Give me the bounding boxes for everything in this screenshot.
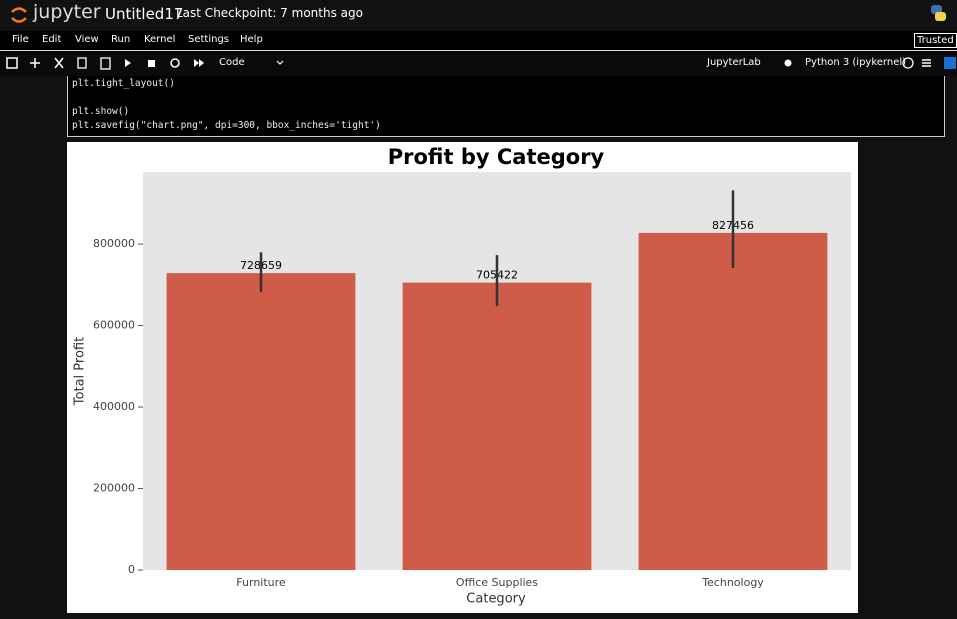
- bar: [402, 282, 592, 570]
- logo-text[interactable]: jupyter: [33, 1, 101, 23]
- toolbar-right-icons: [784, 57, 956, 69]
- y-tick-label: 800000: [93, 237, 135, 250]
- x-tick-label: Furniture: [236, 576, 286, 589]
- menu-item[interactable]: View: [75, 34, 99, 45]
- y-tick-label: 400000: [93, 400, 135, 413]
- python-logo: [931, 5, 946, 21]
- cell-type[interactable]: Code: [219, 57, 245, 68]
- top-bar: jupyter Untitled17 Last Checkpoint: 7 mo…: [0, 0, 957, 30]
- toolbar: Code JupyterLab Python 3 (ipykernel): [0, 51, 957, 76]
- menu-item[interactable]: Settings: [188, 34, 230, 45]
- menu-item[interactable]: Edit: [42, 34, 62, 45]
- notebook-name[interactable]: Untitled17: [105, 5, 184, 23]
- bar: [166, 273, 356, 570]
- y-tick-label: 0: [128, 563, 135, 576]
- menu-bar: File Edit View Run Kernel Settings Help: [0, 31, 957, 51]
- restart-icon[interactable]: [170, 58, 180, 68]
- paste-icon[interactable]: [100, 57, 111, 70]
- run-icon[interactable]: [125, 59, 131, 67]
- checkpoint: Last Checkpoint: 7 months ago: [176, 6, 363, 20]
- y-axis-label: Total Profit: [73, 337, 88, 406]
- y-tick-label: 200000: [93, 482, 135, 495]
- kernel-name[interactable]: Python 3 (ipykernel): [805, 57, 907, 68]
- y-tick-label: 600000: [93, 319, 135, 332]
- x-axis-label: Category: [466, 592, 526, 607]
- add-icon[interactable]: [30, 58, 40, 68]
- stop-icon[interactable]: [148, 60, 155, 67]
- bar: [638, 232, 828, 570]
- run-all-icon[interactable]: [194, 59, 204, 67]
- x-tick-label: Technology: [701, 576, 764, 589]
- code-cell[interactable]: plt.tight_layout() plt.show() plt.savefig(…: [67, 76, 945, 137]
- dropdown-icon[interactable]: [276, 60, 284, 65]
- chart-title: Profit by Category: [388, 145, 605, 169]
- trusted-badge[interactable]: Trusted: [914, 33, 957, 48]
- menu-item[interactable]: Help: [240, 34, 263, 45]
- x-tick-label: Office Supplies: [456, 576, 538, 589]
- copy-icon[interactable]: [77, 57, 87, 69]
- cut-icon[interactable]: [54, 57, 64, 69]
- menu-item[interactable]: Run: [111, 34, 131, 45]
- jupyterlab-link[interactable]: JupyterLab: [707, 57, 761, 68]
- chart: Profit by Category Category Total Profit…: [67, 142, 858, 613]
- menu-item[interactable]: Kernel: [144, 34, 176, 45]
- jupyter-logo-icon: [11, 7, 27, 23]
- code-line: plt.tight_layout(): [72, 78, 175, 89]
- save-icon[interactable]: [6, 57, 18, 69]
- toolbar-icons: [6, 57, 284, 70]
- menu-item[interactable]: File: [12, 34, 29, 45]
- code-line: plt.show(): [72, 106, 130, 117]
- code-line: plt.savefig("chart.png", dpi=300, bbox_i…: [72, 120, 381, 131]
